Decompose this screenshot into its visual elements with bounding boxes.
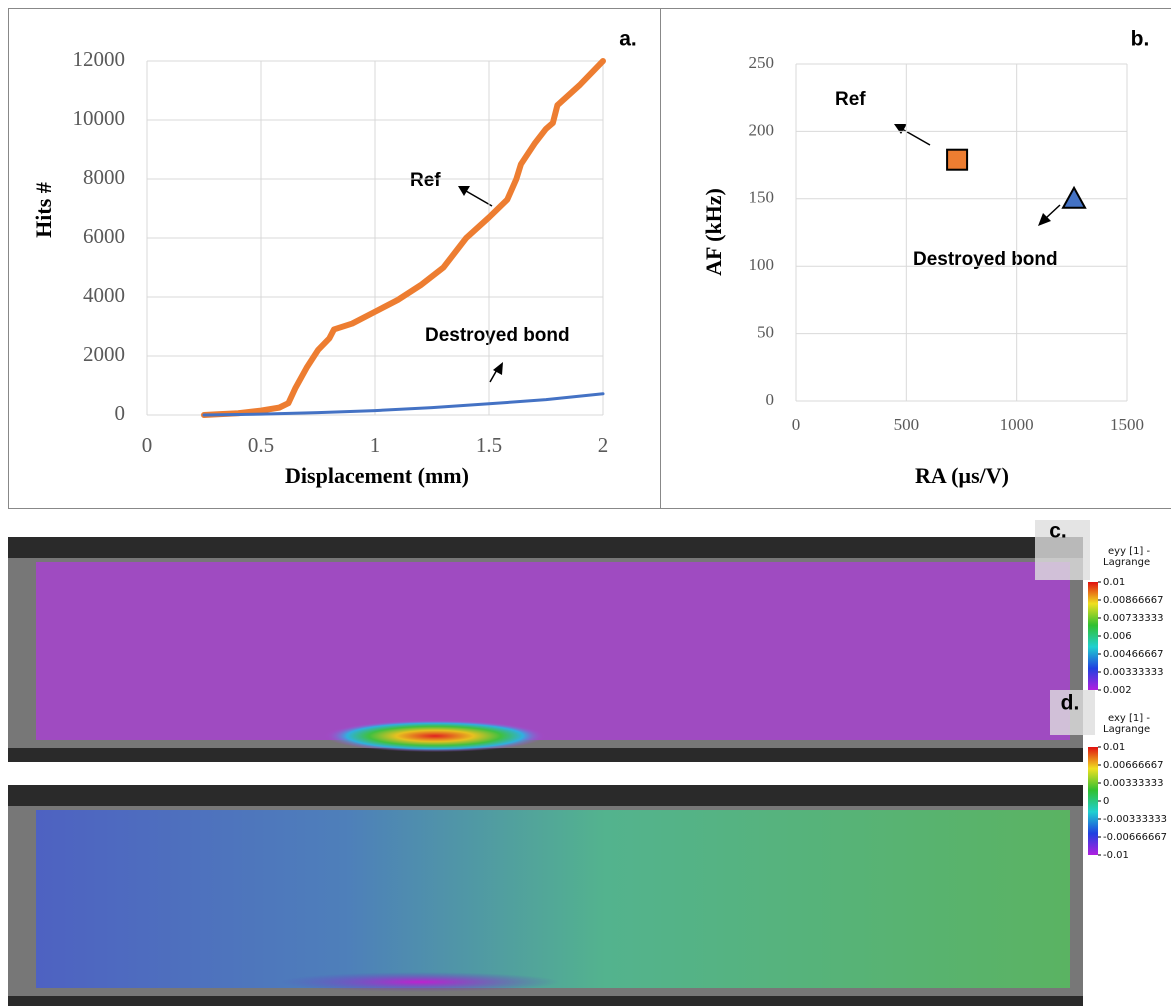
annotation: Destroyed bond	[425, 325, 570, 346]
colorbar-title: eyy [1] -	[1108, 546, 1151, 557]
image-d	[8, 690, 1098, 1006]
panel-label: b.	[1131, 28, 1150, 51]
y-tick-label: 10000	[73, 106, 126, 130]
line	[201, 58, 606, 418]
y-tick-label: 12000	[73, 47, 126, 71]
y-tick-label: 250	[749, 53, 775, 72]
point	[946, 148, 969, 171]
annotation: Ref	[410, 170, 441, 191]
y-tick-label: 0	[766, 390, 775, 409]
colorbar-label: 0.00733333	[1103, 613, 1163, 624]
panel-b-frame	[660, 8, 1171, 509]
x-tick-label: 1500	[1110, 415, 1144, 434]
y-tick-label: 100	[749, 255, 775, 274]
x-tick-label: 1000	[1000, 415, 1034, 434]
y-tick-label: 200	[749, 120, 775, 139]
colorbar	[1088, 747, 1098, 855]
arrow	[1045, 204, 1061, 219]
point	[1061, 185, 1087, 209]
colorbar-label: -0.01	[1103, 850, 1129, 861]
colorbar-title: Lagrange	[1103, 557, 1150, 568]
line	[202, 392, 605, 417]
x-axis-label: RA (µs/V)	[915, 463, 1009, 488]
colorbar-label: 0.00466667	[1103, 649, 1163, 660]
panel-label: c.	[1049, 520, 1067, 543]
image-c	[8, 520, 1098, 762]
y-tick-label: 8000	[83, 165, 125, 189]
annotation: Destroyed bond	[913, 249, 1058, 270]
x-tick-label: 1	[370, 433, 381, 457]
arrowhead	[894, 124, 907, 134]
label-box	[1050, 690, 1095, 735]
arrowhead	[458, 186, 470, 196]
colorbar-label: -0.00666667	[1103, 832, 1167, 843]
x-axis-label: Displacement (mm)	[285, 463, 469, 488]
y-tick-label: 6000	[83, 224, 125, 248]
colorbar-label: 0	[1103, 796, 1109, 807]
x-tick-label: 0	[792, 415, 801, 434]
y-tick-label: 2000	[83, 342, 125, 366]
arrowhead	[493, 362, 503, 375]
colorbar-title: exy [1] -	[1108, 713, 1150, 724]
colorbar-label: -0.00333333	[1103, 814, 1167, 825]
colorbar-label: 0.002	[1103, 685, 1132, 696]
y-tick-label: 4000	[83, 283, 125, 307]
colorbar-label: 0.00333333	[1103, 778, 1163, 789]
colorbar	[1088, 582, 1098, 690]
colorbar-label: 0.00333333	[1103, 667, 1163, 678]
panel-label: a.	[619, 28, 637, 51]
panel-a-frame	[8, 8, 661, 509]
x-tick-label: 500	[894, 415, 920, 434]
strain-field	[36, 810, 1070, 988]
strain-hotspot	[325, 720, 545, 752]
strain-field	[36, 562, 1070, 740]
y-tick-label: 0	[115, 401, 126, 425]
colorbar-title: Lagrange	[1103, 724, 1150, 735]
x-tick-label: 1.5	[476, 433, 502, 457]
y-tick-label: 50	[757, 323, 774, 342]
x-tick-label: 0.5	[248, 433, 274, 457]
colorbar-label: 0.01	[1103, 577, 1125, 588]
arrowhead	[1038, 213, 1051, 226]
label-box	[1035, 520, 1090, 580]
panel-label: d.	[1061, 692, 1080, 715]
colorbar-label: 0.00866667	[1103, 595, 1163, 606]
y-axis-label: AF (kHz)	[701, 188, 726, 276]
strain-hotspot	[280, 972, 560, 992]
colorbar-label: 0.00666667	[1103, 760, 1163, 771]
x-tick-label: 2	[598, 433, 609, 457]
arrow	[465, 190, 493, 207]
annotation: Ref	[835, 89, 866, 110]
colorbar-label: 0.01	[1103, 742, 1125, 753]
y-tick-label: 150	[749, 188, 775, 207]
y-axis-label: Hits #	[31, 182, 56, 238]
x-tick-label: 0	[142, 433, 153, 457]
colorbar-label: 0.006	[1103, 631, 1132, 642]
